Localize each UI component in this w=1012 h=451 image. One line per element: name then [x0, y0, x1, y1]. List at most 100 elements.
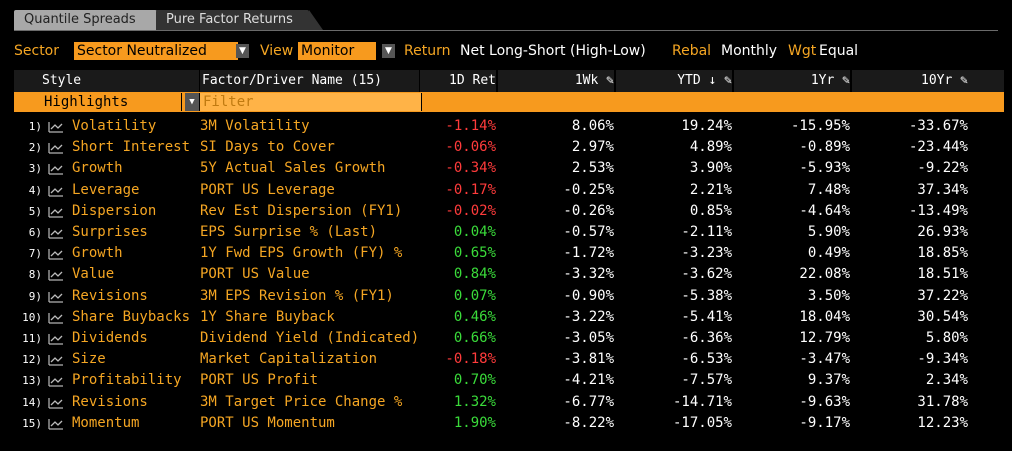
value-1yr: -15.95% — [790, 118, 850, 134]
factor-name[interactable]: 3M EPS Revision % (FY1) — [200, 287, 394, 304]
view-label: View — [260, 43, 294, 59]
style-name[interactable]: Size — [72, 351, 106, 368]
value-10yr: 5.80% — [925, 330, 968, 346]
value-1wk: -1.72% — [563, 245, 614, 262]
pencil-icon[interactable]: ✎ — [606, 73, 614, 88]
style-name[interactable]: Surprises — [72, 224, 148, 240]
style-name[interactable]: Profitability — [72, 372, 182, 389]
table-row[interactable]: 4) Leverage PORT US Leverage -0.17% -0.25% 2.… — [14, 180, 1004, 201]
pencil-icon[interactable]: ✎ — [960, 73, 968, 88]
col-1wk[interactable]: 1Wk ✎ — [575, 70, 614, 92]
style-name[interactable]: Share Buybacks — [72, 308, 191, 325]
value-1wk: -3.81% — [563, 351, 614, 368]
value-1yr: 3.50% — [807, 287, 850, 304]
tab-quantile-spreads[interactable]: Quantile Spreads — [14, 10, 171, 30]
highlights-dropdown[interactable]: Highlights — [42, 93, 182, 111]
factor-name[interactable]: 5Y Actual Sales Growth — [200, 160, 386, 177]
view-dropdown[interactable]: Monitor — [298, 42, 376, 60]
value-1yr: -4.64% — [799, 202, 850, 219]
value-10yr: 2.34% — [925, 372, 968, 389]
value-ytd: 4.89% — [689, 139, 732, 156]
table-row[interactable]: 1) Volatility 3M Volatility -1.14% 8.06% 19.2… — [14, 116, 1004, 137]
row-number: 6) — [28, 226, 42, 239]
style-name[interactable]: Short Interest — [72, 139, 191, 156]
factor-name[interactable]: 3M Volatility — [200, 118, 310, 134]
value-10yr: -9.34% — [917, 351, 968, 368]
col-10yr[interactable]: 10Yr ✎ — [921, 70, 968, 92]
value-1yr: 18.04% — [799, 308, 850, 325]
table-row[interactable]: 7) Growth 1Y Fwd EPS Growth (FY) % 0.65% -1.… — [14, 243, 1004, 264]
table-row[interactable]: 15) Momentum PORT US Momentum 1.90% -8.22% -1… — [14, 413, 1004, 434]
wgt-value[interactable]: Equal — [819, 43, 859, 59]
style-name[interactable]: Dispersion — [72, 202, 157, 219]
row-number: 3) — [28, 162, 42, 176]
table-row[interactable]: 8) Value PORT US Value 0.84% -3.32% -3.62% 22.… — [14, 264, 1004, 285]
table-row[interactable]: 2) Short Interest SI Days to Cover -0.06% 2.… — [14, 137, 1004, 158]
factor-name[interactable]: Dividend Yield (Indicated) — [200, 330, 420, 346]
col-10yr-label: 10Yr — [921, 73, 953, 88]
rebal-value[interactable]: Monthly — [721, 43, 778, 59]
table-row[interactable]: 14) Revisions 3M Target Price Change % 1.32… — [14, 392, 1004, 413]
pencil-icon[interactable]: ✎ — [724, 73, 732, 88]
value-1d-ret: 0.65% — [453, 245, 496, 262]
factor-name[interactable]: PORT US Momentum — [200, 414, 335, 431]
factor-name[interactable]: PORT US Profit — [200, 372, 319, 389]
style-name[interactable]: Growth — [72, 245, 123, 262]
table-row[interactable]: 11) Dividends Dividend Yield (Indicated) 0.… — [14, 328, 1004, 349]
sector-dropdown-arrow-icon[interactable]: ▼ — [236, 44, 249, 58]
value-1yr: -9.17% — [799, 414, 850, 431]
col-1d-ret[interactable]: 1D Ret — [449, 73, 496, 88]
value-10yr: 31.78% — [917, 393, 968, 410]
value-1wk: -4.21% — [563, 372, 614, 389]
value-ytd: -5.38% — [681, 287, 732, 304]
factor-name[interactable]: 1Y Share Buyback — [200, 308, 335, 325]
value-10yr: 37.34% — [917, 181, 968, 198]
sector-label: Sector — [14, 43, 60, 59]
col-1yr[interactable]: 1Yr ✎ — [811, 70, 850, 92]
table-row[interactable]: 13) Profitability PORT US Profit 0.70% -4.21… — [14, 370, 1004, 391]
factor-name[interactable]: 1Y Fwd EPS Growth (FY) % — [200, 245, 403, 262]
style-name[interactable]: Volatility — [72, 118, 157, 134]
col-ytd[interactable]: YTD ↓ ✎ — [677, 70, 732, 92]
value-10yr: 18.85% — [917, 245, 968, 262]
table-row[interactable]: 3) Growth 5Y Actual Sales Growth -0.34% 2.53… — [14, 158, 1004, 179]
factor-name[interactable]: EPS Surprise % (Last) — [200, 224, 378, 240]
table-row[interactable]: 5) Dispersion Rev Est Dispersion (FY1) -0.0… — [14, 201, 1004, 222]
factor-name[interactable]: PORT US Leverage — [200, 181, 335, 198]
value-1yr: 7.48% — [807, 181, 850, 198]
factor-name[interactable]: Rev Est Dispersion (FY1) — [200, 202, 403, 219]
highlights-dropdown-arrow-icon[interactable]: ▼ — [185, 93, 200, 111]
pencil-icon[interactable]: ✎ — [842, 73, 850, 88]
style-name[interactable]: Dividends — [72, 330, 148, 346]
style-name[interactable]: Revisions — [72, 393, 148, 410]
style-name[interactable]: Growth — [72, 160, 123, 177]
tab-pure-factor-returns[interactable]: Pure Factor Returns — [156, 10, 323, 30]
style-name[interactable]: Leverage — [72, 181, 140, 198]
value-1yr: 22.08% — [799, 266, 850, 283]
table-row[interactable]: 9) Revisions 3M EPS Revision % (FY1) 0.07% -… — [14, 286, 1004, 307]
return-label: Return — [404, 43, 451, 59]
table-row[interactable]: 10) Share Buybacks 1Y Share Buyback 0.46% -3… — [14, 307, 1004, 328]
filter-input[interactable]: Filter — [200, 93, 422, 111]
factor-name[interactable]: Market Capitalization — [200, 351, 378, 368]
factor-name[interactable]: 3M Target Price Change % — [200, 393, 403, 410]
style-name[interactable]: Value — [72, 266, 115, 283]
row-number: 8) — [28, 268, 42, 282]
style-name[interactable]: Revisions — [72, 287, 148, 304]
factor-name[interactable]: PORT US Value — [200, 266, 310, 283]
value-1wk: -0.25% — [563, 181, 614, 198]
value-10yr: 26.93% — [917, 224, 968, 240]
col-factor[interactable]: Factor/Driver Name (15) — [202, 73, 383, 88]
return-value[interactable]: Net Long-Short (High-Low) — [460, 43, 646, 59]
col-style[interactable]: Style — [42, 73, 82, 88]
factor-name[interactable]: SI Days to Cover — [200, 139, 335, 156]
value-ytd: -3.62% — [681, 266, 732, 283]
table-row[interactable]: 6) Surprises EPS Surprise % (Last) 0.04% -0.… — [14, 222, 1004, 243]
view-dropdown-arrow-icon[interactable]: ▼ — [382, 44, 395, 58]
table-row[interactable]: 12) Size Market Capitalization -0.18% -3.81%… — [14, 349, 1004, 370]
style-name[interactable]: Momentum — [72, 414, 140, 431]
value-1wk: -0.90% — [563, 287, 614, 304]
row-number: 5) — [28, 204, 42, 218]
sector-dropdown[interactable]: Sector Neutralized — [74, 42, 238, 60]
value-1wk: -0.57% — [563, 224, 614, 240]
